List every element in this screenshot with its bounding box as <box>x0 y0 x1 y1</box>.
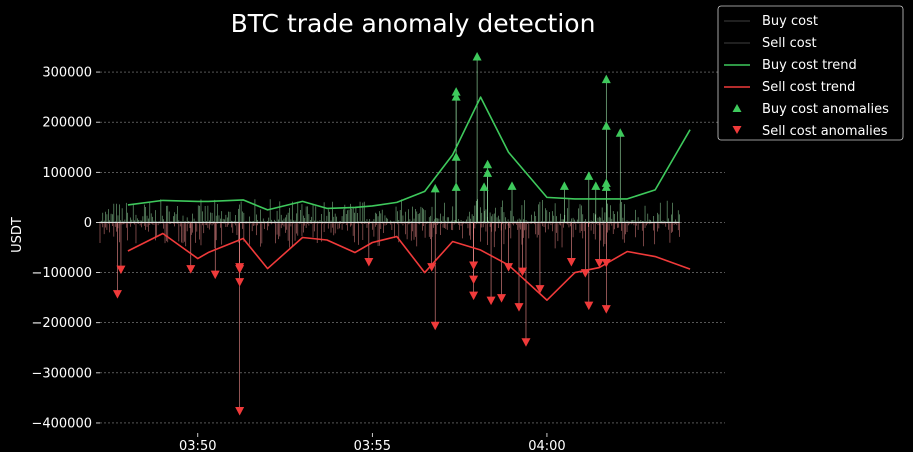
buy-anomaly-point-6 <box>479 182 489 191</box>
buy-anomaly-point-8 <box>483 168 493 177</box>
buy-anomaly-point-12 <box>591 181 601 190</box>
buy-anomaly-point-4 <box>451 182 461 191</box>
buy-anomaly-point-3 <box>451 152 461 161</box>
legend-label-buy-anomalies: Buy cost anomalies <box>762 102 889 117</box>
sell-anomaly-point-7 <box>235 406 245 416</box>
y-tick-label-5: 100000 <box>42 166 92 181</box>
sell-anomaly-point-5 <box>235 265 245 274</box>
buy-anomaly-point-5 <box>472 52 482 61</box>
sell-anomaly-point-10 <box>430 321 440 331</box>
legend-swatch-buy-anomalies <box>732 104 742 112</box>
buy-anomaly-point-11 <box>584 171 594 180</box>
legend-label-sell-anomalies: Sell cost anomalies <box>762 124 888 139</box>
y-tick-label-1: −300000 <box>31 366 92 381</box>
y-tick-label-2: −200000 <box>31 316 92 331</box>
sell-anomaly-point-22 <box>580 269 590 278</box>
sell-anomaly-point-21 <box>566 258 576 267</box>
legend: Buy cost Sell cost Buy cost trend Sell c… <box>717 5 904 141</box>
sell-anomaly-point-20 <box>535 285 545 294</box>
legend-label-sell-cost: Sell cost <box>762 36 817 51</box>
tick-labels: −400000 −300000 −200000 −100000 0 100000 20000… <box>31 66 565 452</box>
y-tick-label-6: 200000 <box>42 116 92 131</box>
y-tick-label-0: −400000 <box>31 416 92 431</box>
sell-anomaly-point-12 <box>469 275 479 285</box>
sell-anomaly-point-3 <box>210 270 220 280</box>
sell-anomaly-point-6 <box>235 278 245 287</box>
sell-anomaly-point-11 <box>469 261 479 271</box>
buy-anomaly-point-7 <box>483 159 493 169</box>
buy-anomaly-point-2 <box>451 92 461 101</box>
y-axis-label: USDT <box>10 217 25 253</box>
y-tick-label-7: 300000 <box>42 66 92 81</box>
y-tick-label-3: −100000 <box>31 266 92 281</box>
sell-anomaly-point-1 <box>116 265 126 275</box>
chart-title: BTC trade anomaly detection <box>231 9 596 38</box>
buy-cost-trend-line <box>127 96 691 211</box>
sell-anomaly-point-16 <box>504 263 514 272</box>
sell-anomaly-point-26 <box>601 305 611 314</box>
buy-anomaly-point-0 <box>430 183 440 193</box>
legend-label-sell-trend: Sell cost trend <box>762 80 855 95</box>
sell-anomaly-point-2 <box>186 265 196 274</box>
legend-label-buy-trend: Buy cost trend <box>762 58 857 73</box>
sell-anomaly-point-14 <box>486 296 496 306</box>
buy-anomaly-point-9 <box>507 181 517 190</box>
sell-anomaly-point-13 <box>469 291 479 301</box>
x-tick-label-0: 03:50 <box>179 439 216 452</box>
sell-anomaly-point-0 <box>112 290 122 299</box>
sell-anomaly-point-25 <box>601 259 611 268</box>
sell-anomaly-point-9 <box>427 263 437 272</box>
sell-anomaly-point-15 <box>497 294 507 303</box>
sell-anomaly-point-23 <box>584 301 594 311</box>
legend-swatch-sell-anomalies <box>732 126 742 134</box>
trend-lines <box>127 96 691 301</box>
anomaly-stems <box>117 57 621 411</box>
buy-anomaly-point-1 <box>451 87 461 96</box>
sell-anomaly-point-19 <box>521 338 531 347</box>
buy-anomaly-point-17 <box>615 128 625 137</box>
legend-label-buy-cost: Buy cost <box>762 14 818 29</box>
y-tick-label-4: 0 <box>84 216 92 231</box>
raw-cost-spikes <box>99 199 680 249</box>
anomaly-markers <box>112 52 625 416</box>
sell-anomaly-point-24 <box>594 259 604 268</box>
sell-cost-trend-line <box>127 232 691 301</box>
buy-anomaly-point-14 <box>601 121 611 130</box>
gridlines <box>100 71 725 424</box>
x-tick-label-1: 03:55 <box>354 439 391 452</box>
sell-anomaly-point-18 <box>517 267 527 277</box>
buy-anomaly-point-10 <box>559 181 569 190</box>
buy-anomaly-point-16 <box>601 182 611 191</box>
sell-anomaly-point-17 <box>514 303 524 312</box>
x-tick-label-2: 04:00 <box>528 439 565 452</box>
sell-anomaly-point-8 <box>364 258 374 267</box>
buy-anomaly-point-13 <box>601 74 611 84</box>
legend-frame <box>717 5 904 141</box>
